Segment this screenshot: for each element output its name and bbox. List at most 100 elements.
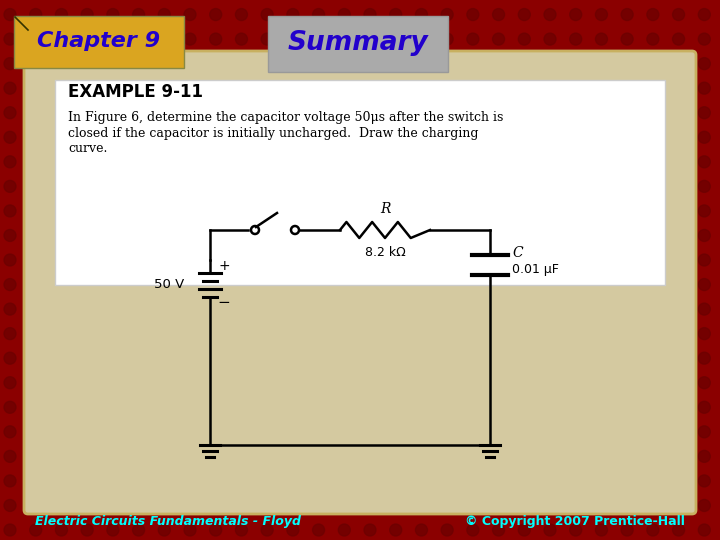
- Circle shape: [81, 328, 93, 340]
- Circle shape: [647, 450, 659, 462]
- Circle shape: [415, 450, 428, 462]
- Circle shape: [570, 9, 582, 21]
- Circle shape: [621, 205, 633, 217]
- Circle shape: [595, 33, 608, 45]
- Circle shape: [184, 352, 196, 364]
- Circle shape: [595, 205, 608, 217]
- Circle shape: [338, 205, 351, 217]
- Circle shape: [158, 426, 171, 438]
- Circle shape: [4, 156, 16, 168]
- Circle shape: [261, 82, 273, 94]
- Circle shape: [30, 107, 42, 119]
- Circle shape: [338, 279, 351, 291]
- Circle shape: [441, 279, 453, 291]
- Circle shape: [518, 377, 531, 389]
- Circle shape: [518, 9, 531, 21]
- Circle shape: [647, 500, 659, 511]
- Circle shape: [441, 303, 453, 315]
- Circle shape: [621, 230, 633, 241]
- Circle shape: [158, 82, 171, 94]
- Circle shape: [621, 426, 633, 438]
- Circle shape: [621, 377, 633, 389]
- Circle shape: [184, 401, 196, 413]
- Circle shape: [467, 180, 479, 192]
- Circle shape: [364, 426, 376, 438]
- Circle shape: [81, 450, 93, 462]
- FancyBboxPatch shape: [268, 16, 448, 72]
- Circle shape: [261, 524, 273, 536]
- Circle shape: [570, 230, 582, 241]
- Circle shape: [595, 352, 608, 364]
- Circle shape: [30, 131, 42, 143]
- Circle shape: [647, 524, 659, 536]
- Circle shape: [30, 230, 42, 241]
- Circle shape: [544, 279, 556, 291]
- Circle shape: [107, 58, 119, 70]
- Circle shape: [338, 180, 351, 192]
- Circle shape: [698, 426, 711, 438]
- Circle shape: [107, 230, 119, 241]
- Circle shape: [312, 58, 325, 70]
- Circle shape: [647, 303, 659, 315]
- Circle shape: [30, 352, 42, 364]
- Circle shape: [81, 401, 93, 413]
- Circle shape: [570, 401, 582, 413]
- Circle shape: [441, 524, 453, 536]
- Circle shape: [107, 401, 119, 413]
- Circle shape: [158, 156, 171, 168]
- Circle shape: [338, 131, 351, 143]
- Circle shape: [287, 303, 299, 315]
- Circle shape: [312, 500, 325, 511]
- Circle shape: [338, 352, 351, 364]
- Circle shape: [595, 254, 608, 266]
- Circle shape: [364, 254, 376, 266]
- Circle shape: [210, 500, 222, 511]
- Circle shape: [492, 500, 505, 511]
- Circle shape: [647, 279, 659, 291]
- Circle shape: [415, 230, 428, 241]
- Circle shape: [364, 524, 376, 536]
- Circle shape: [287, 524, 299, 536]
- Text: 0.01 μF: 0.01 μF: [512, 262, 559, 275]
- Circle shape: [647, 156, 659, 168]
- Circle shape: [390, 82, 402, 94]
- Circle shape: [55, 500, 68, 511]
- Circle shape: [595, 401, 608, 413]
- Circle shape: [30, 524, 42, 536]
- Circle shape: [544, 401, 556, 413]
- Circle shape: [312, 401, 325, 413]
- Circle shape: [467, 377, 479, 389]
- Circle shape: [210, 131, 222, 143]
- Circle shape: [184, 205, 196, 217]
- Circle shape: [390, 254, 402, 266]
- Circle shape: [210, 475, 222, 487]
- Circle shape: [4, 303, 16, 315]
- Circle shape: [287, 450, 299, 462]
- Circle shape: [390, 426, 402, 438]
- Circle shape: [235, 107, 248, 119]
- Circle shape: [81, 230, 93, 241]
- Circle shape: [287, 156, 299, 168]
- Circle shape: [338, 328, 351, 340]
- Circle shape: [107, 254, 119, 266]
- Circle shape: [544, 352, 556, 364]
- Circle shape: [158, 524, 171, 536]
- Circle shape: [441, 328, 453, 340]
- Circle shape: [518, 230, 531, 241]
- Circle shape: [441, 254, 453, 266]
- Text: closed if the capacitor is initially uncharged.  Draw the charging: closed if the capacitor is initially unc…: [68, 126, 479, 139]
- Circle shape: [132, 230, 145, 241]
- Circle shape: [235, 254, 248, 266]
- Circle shape: [672, 377, 685, 389]
- Circle shape: [570, 352, 582, 364]
- Circle shape: [261, 426, 273, 438]
- Circle shape: [595, 279, 608, 291]
- Circle shape: [4, 131, 16, 143]
- Circle shape: [647, 230, 659, 241]
- Circle shape: [30, 328, 42, 340]
- Circle shape: [570, 328, 582, 340]
- Circle shape: [518, 475, 531, 487]
- Circle shape: [261, 156, 273, 168]
- Circle shape: [672, 33, 685, 45]
- Circle shape: [441, 377, 453, 389]
